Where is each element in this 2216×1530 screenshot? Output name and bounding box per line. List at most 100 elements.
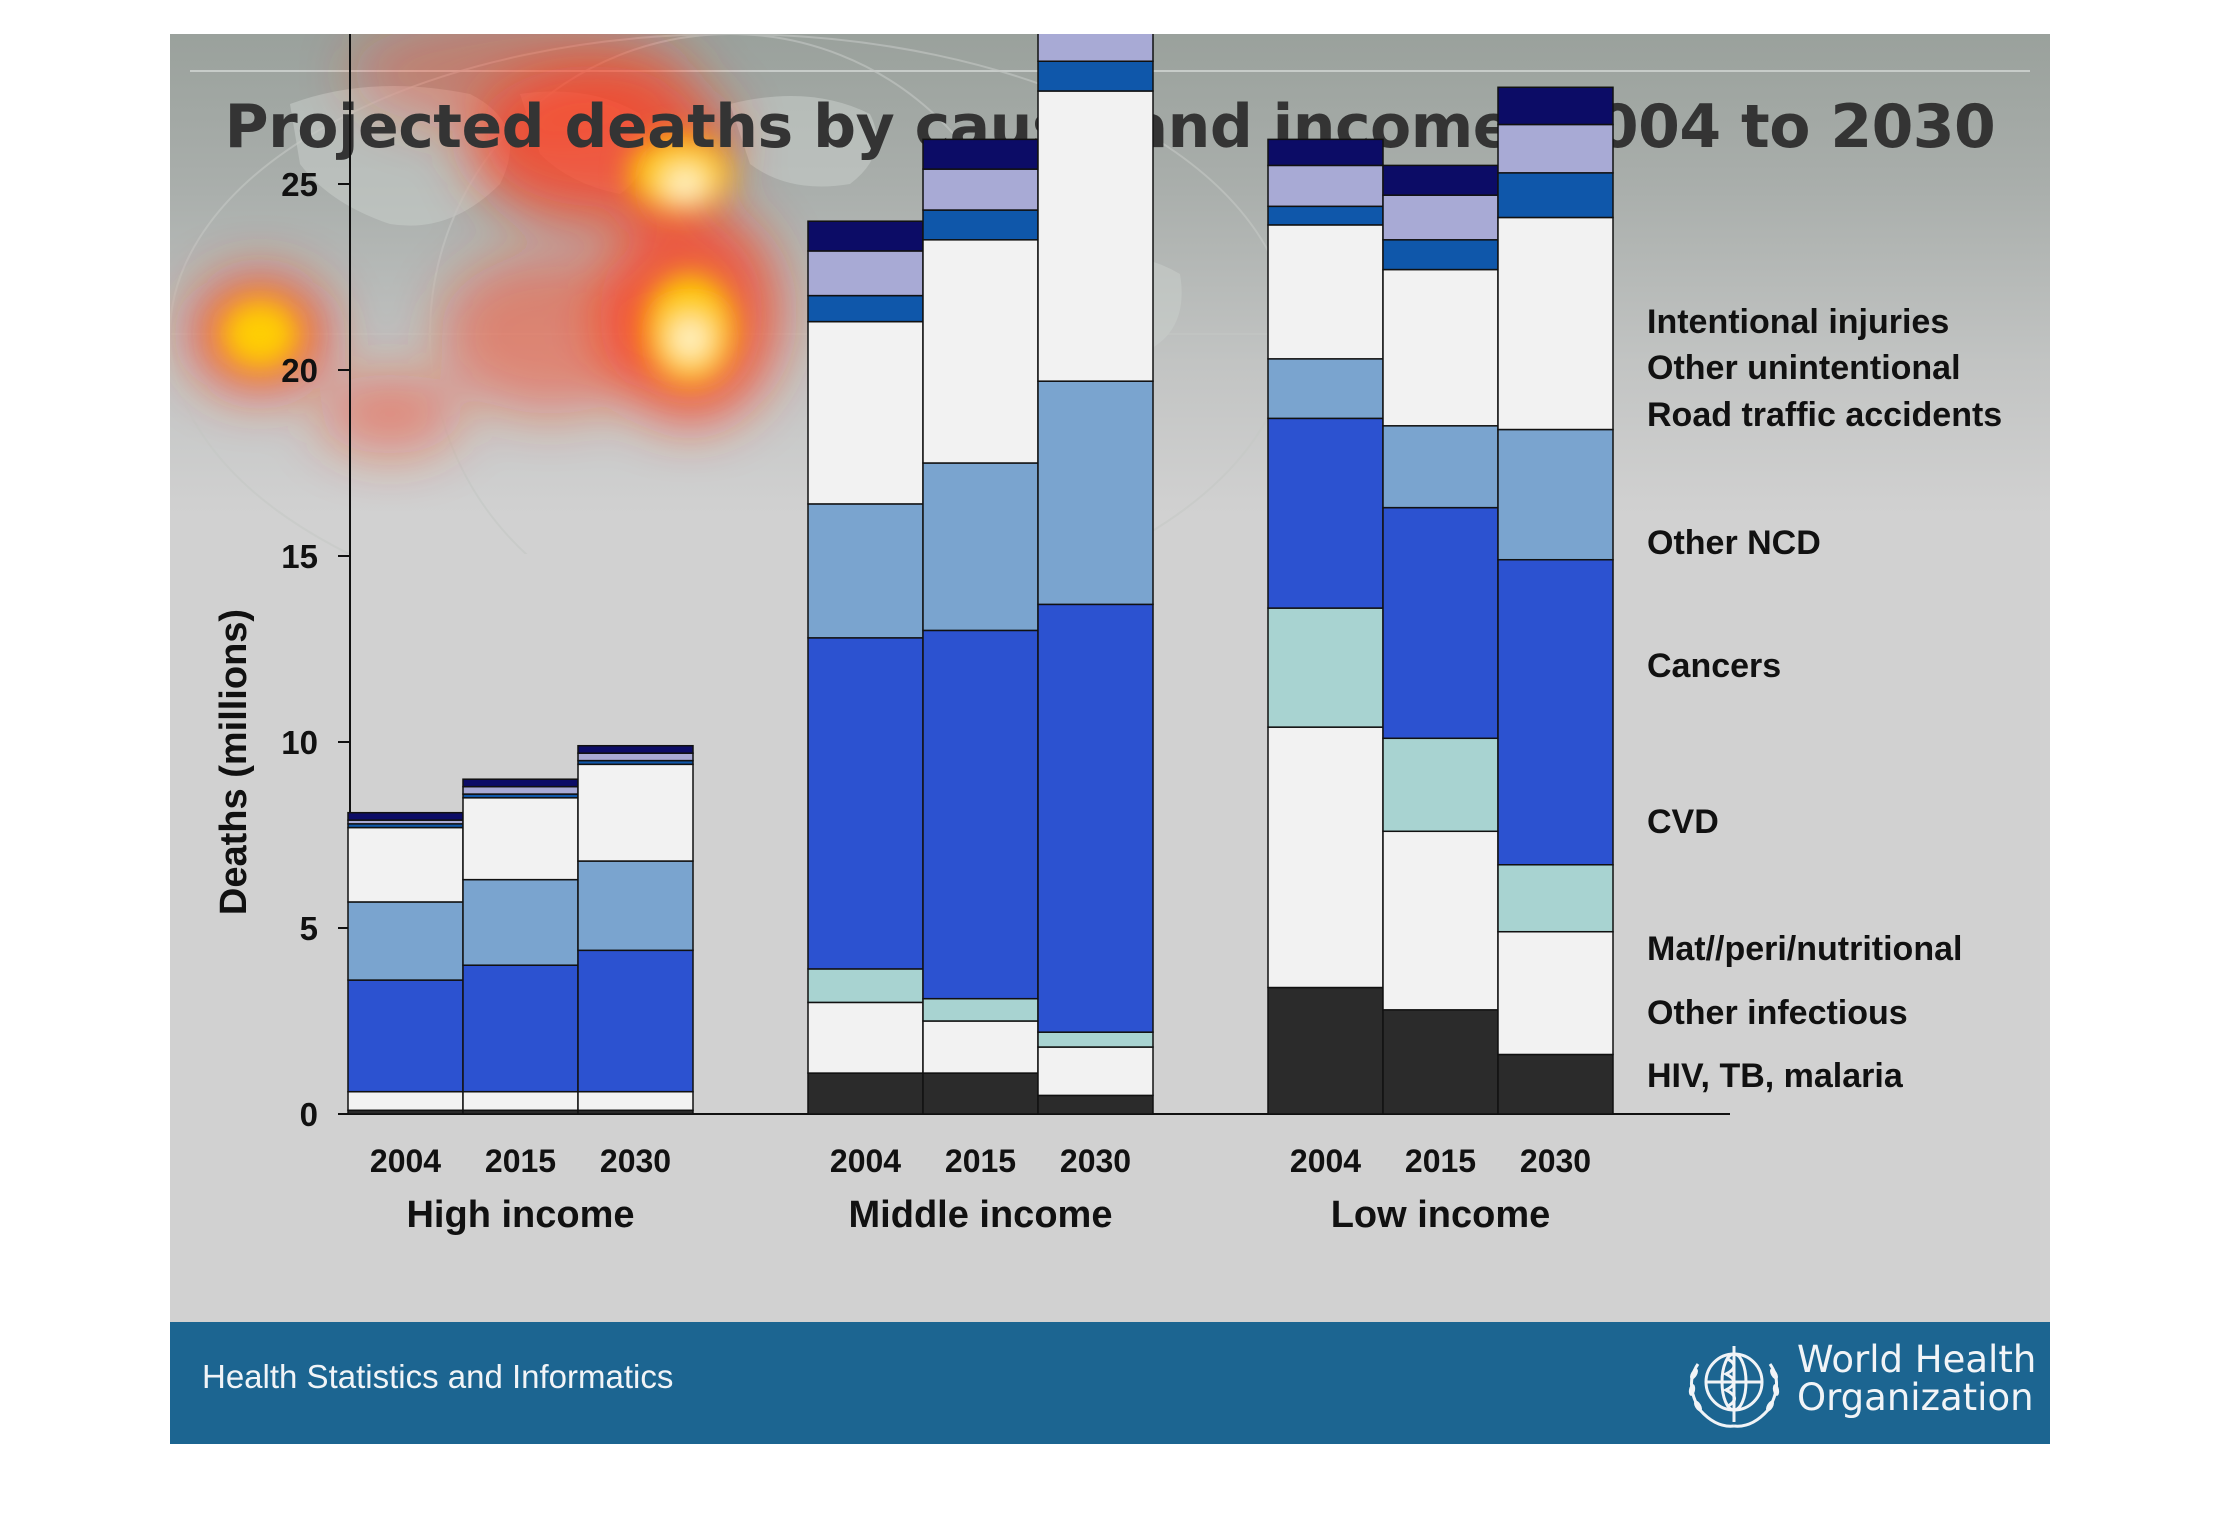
bar-segment xyxy=(1497,558,1614,866)
y-tick-label: 15 xyxy=(281,538,318,575)
bar-segment xyxy=(1267,358,1384,420)
bar-segment xyxy=(1037,1046,1154,1097)
bar-segment xyxy=(1382,425,1499,509)
y-tick-label: 5 xyxy=(300,910,318,947)
year-label: 2015 xyxy=(1405,1143,1476,1179)
bar-segment xyxy=(807,250,924,297)
bar-segment xyxy=(1037,1094,1154,1115)
bar-segment xyxy=(807,320,924,505)
bar-segment xyxy=(462,964,579,1093)
legend-label: CVD xyxy=(1647,803,1719,841)
bar-segment xyxy=(1267,205,1384,226)
legend-label: HIV, TB, malaria xyxy=(1647,1057,1904,1095)
bar-segment xyxy=(1497,216,1614,431)
legend-label: Mat//peri/nutritional xyxy=(1647,930,1962,968)
year-label: 2030 xyxy=(1520,1143,1591,1179)
bar-segment xyxy=(922,629,1039,1000)
year-label: 2015 xyxy=(945,1143,1016,1179)
legend-label: Other NCD xyxy=(1647,524,1821,562)
bar-segment xyxy=(1382,506,1499,740)
bar-segment xyxy=(577,763,694,862)
year-label: 2004 xyxy=(1290,1143,1361,1179)
legend-label: Intentional injuries xyxy=(1647,303,1949,341)
legend-label: Cancers xyxy=(1647,647,1781,685)
bar-segment xyxy=(1497,172,1614,219)
income-group-label: Middle income xyxy=(849,1194,1113,1236)
bar-segment xyxy=(462,785,579,795)
bar-segment xyxy=(922,168,1039,211)
income-group-label: Low income xyxy=(1331,1194,1551,1236)
y-tick-label: 20 xyxy=(281,352,318,389)
bar-segment xyxy=(1037,380,1154,606)
y-axis-label: Deaths (millions) xyxy=(213,609,255,915)
bar-segment xyxy=(922,997,1039,1022)
bar-segment xyxy=(1382,830,1499,1011)
bar-segment xyxy=(1037,1031,1154,1048)
footer-text: Health Statistics and Informatics xyxy=(202,1358,674,1395)
legend: HIV, TB, malaria Other infectious Mat//per… xyxy=(1647,303,2002,1095)
bar-segment xyxy=(1037,34,1154,62)
bar-segment xyxy=(347,979,464,1093)
bar-segment xyxy=(347,901,464,981)
bar-segment xyxy=(1497,428,1614,561)
bar-segment xyxy=(462,1090,579,1112)
bar-segment xyxy=(807,637,924,970)
bar-segment xyxy=(1497,123,1614,174)
bar-segment xyxy=(577,752,694,762)
legend-label: Road traffic accidents xyxy=(1647,396,2002,434)
bar-segment xyxy=(922,239,1039,464)
bar-segment xyxy=(1037,90,1154,382)
bar-segment xyxy=(462,797,579,881)
heatmap-overlay xyxy=(190,34,780,454)
bar-segment xyxy=(922,209,1039,241)
year-label: 2030 xyxy=(1060,1143,1131,1179)
bar-segment xyxy=(347,1090,464,1112)
legend-label: Other infectious xyxy=(1647,994,1908,1032)
bar-segment xyxy=(807,1072,924,1115)
bar-stacks xyxy=(347,34,1614,1115)
bar-segment xyxy=(577,1090,694,1112)
bar-segment xyxy=(347,811,464,821)
bar-segment xyxy=(1267,164,1384,208)
slide: Projected deaths by cause and income, 20… xyxy=(170,34,2050,1444)
bar-segment xyxy=(807,294,924,323)
x-axis-labels: 2004 2015 2030 High income 2004 2015 2030 Middl… xyxy=(370,1143,1591,1236)
bar-segment xyxy=(807,1001,924,1074)
bar-segment xyxy=(1382,164,1499,196)
bar-segment xyxy=(1497,864,1614,933)
bar-segment xyxy=(1382,1009,1499,1115)
footer-bar: Health Statistics and Informatics World … xyxy=(170,1322,2050,1444)
org-name-line1: World Health xyxy=(1797,1338,2037,1381)
bar-segment xyxy=(807,968,924,1004)
bar-segment xyxy=(922,1072,1039,1115)
y-tick-label: 10 xyxy=(281,724,318,761)
year-label: 2004 xyxy=(830,1143,901,1179)
y-tick-label: 0 xyxy=(300,1096,318,1133)
bar-segment xyxy=(807,220,924,252)
year-label: 2030 xyxy=(600,1143,671,1179)
bar-segment xyxy=(577,949,694,1093)
org-name-line2: Organization xyxy=(1797,1376,2034,1419)
bar-segment xyxy=(1267,607,1384,728)
bar-segment xyxy=(577,860,694,952)
bar-segment xyxy=(347,826,464,903)
bar-segment xyxy=(1267,986,1384,1115)
bar-segment xyxy=(1382,737,1499,833)
bar-segment xyxy=(1382,268,1499,427)
bar-segment xyxy=(1037,60,1154,92)
y-tick-label: 25 xyxy=(281,166,318,203)
bar-segment xyxy=(1267,417,1384,609)
year-label: 2015 xyxy=(485,1143,556,1179)
bar-segment xyxy=(922,138,1039,170)
income-group-label: High income xyxy=(406,1194,634,1236)
bar-segment xyxy=(1497,1053,1614,1115)
bar-segment xyxy=(1267,138,1384,167)
bar-segment xyxy=(577,744,694,754)
bar-segment xyxy=(922,462,1039,632)
legend-label: Other unintentional xyxy=(1647,349,1961,387)
bar-segment xyxy=(462,878,579,966)
bar-segment xyxy=(922,1020,1039,1074)
year-label: 2004 xyxy=(370,1143,441,1179)
bar-segment xyxy=(462,778,579,788)
